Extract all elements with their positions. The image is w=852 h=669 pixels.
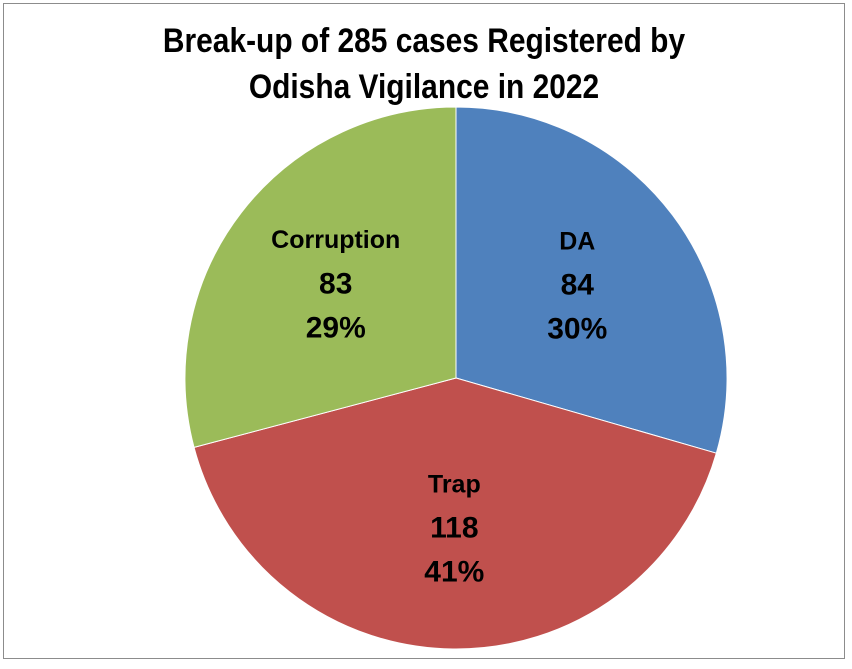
chart-title-line-2: Odisha Vigilance in 2022 bbox=[248, 68, 600, 106]
slice-label-name-da: DA bbox=[559, 227, 595, 255]
slice-label-value-da: 84 bbox=[561, 269, 595, 302]
slice-label-value-corruption: 83 bbox=[319, 267, 352, 300]
slice-label-percent-corruption: 29% bbox=[306, 311, 366, 344]
chart-title: Break-up of 285 cases Registered by Odis… bbox=[54, 18, 793, 110]
pie-slice-corruption bbox=[184, 106, 457, 449]
chart-title-line-1: Break-up of 285 cases Registered by bbox=[162, 22, 686, 60]
pie-slice-da bbox=[455, 106, 728, 454]
slice-label-name-trap: Trap bbox=[428, 470, 481, 498]
slice-label-value-trap: 118 bbox=[430, 512, 478, 545]
slice-label-percent-da: 30% bbox=[547, 313, 607, 346]
slice-label-name-corruption: Corruption bbox=[271, 226, 400, 254]
slice-label-percent-trap: 41% bbox=[424, 556, 484, 589]
pie-slice-trap bbox=[193, 377, 717, 650]
